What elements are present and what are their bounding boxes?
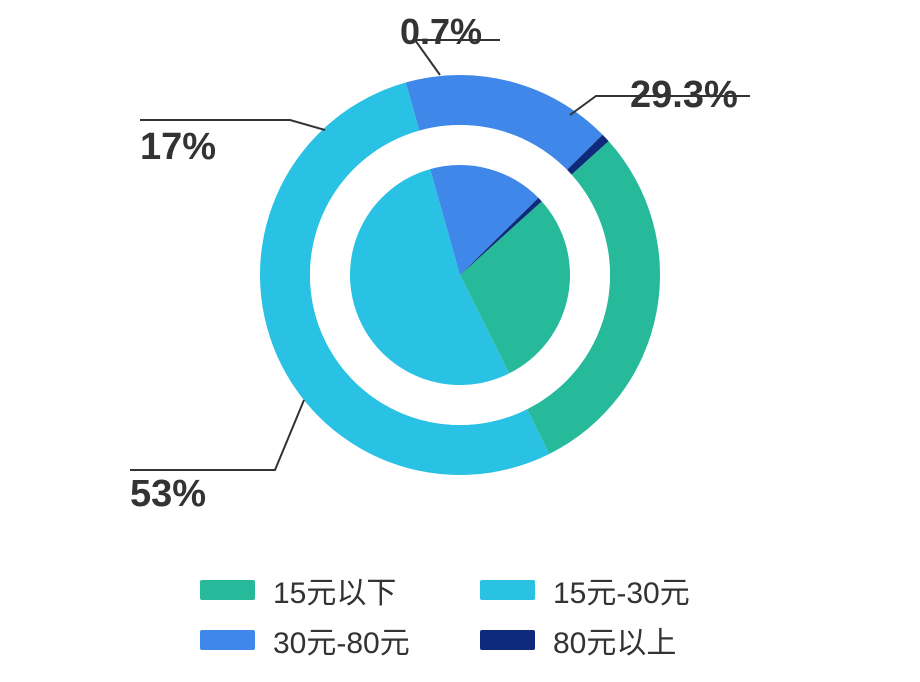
legend-label: 80元以上 (553, 618, 676, 662)
legend-label: 15元-30元 (553, 568, 690, 612)
legend-item: 80元以上 (480, 615, 760, 665)
legend-swatch (480, 580, 535, 600)
legend-item: 15元-30元 (480, 565, 760, 615)
legend-item: 15元以下 (200, 565, 480, 615)
legend: 15元以下 15元-30元 30元-80元 80元以上 (200, 565, 760, 665)
legend-swatch (200, 630, 255, 650)
slice-label-b: 53% (130, 475, 206, 513)
legend-label: 15元以下 (273, 568, 396, 612)
legend-label: 30元-80元 (273, 618, 410, 662)
slice-label-a: 29.3% (630, 76, 738, 114)
inner-pie (350, 165, 570, 385)
legend-swatch (480, 630, 535, 650)
leader-b (130, 400, 304, 470)
slice-label-c: 17% (140, 128, 216, 166)
slice-label-d: 0.7% (400, 14, 482, 50)
legend-item: 30元-80元 (200, 615, 480, 665)
legend-swatch (200, 580, 255, 600)
donut-chart-container: 29.3% 53% 17% 0.7% 15元以下 15元-30元 30元-80元… (0, 0, 920, 682)
